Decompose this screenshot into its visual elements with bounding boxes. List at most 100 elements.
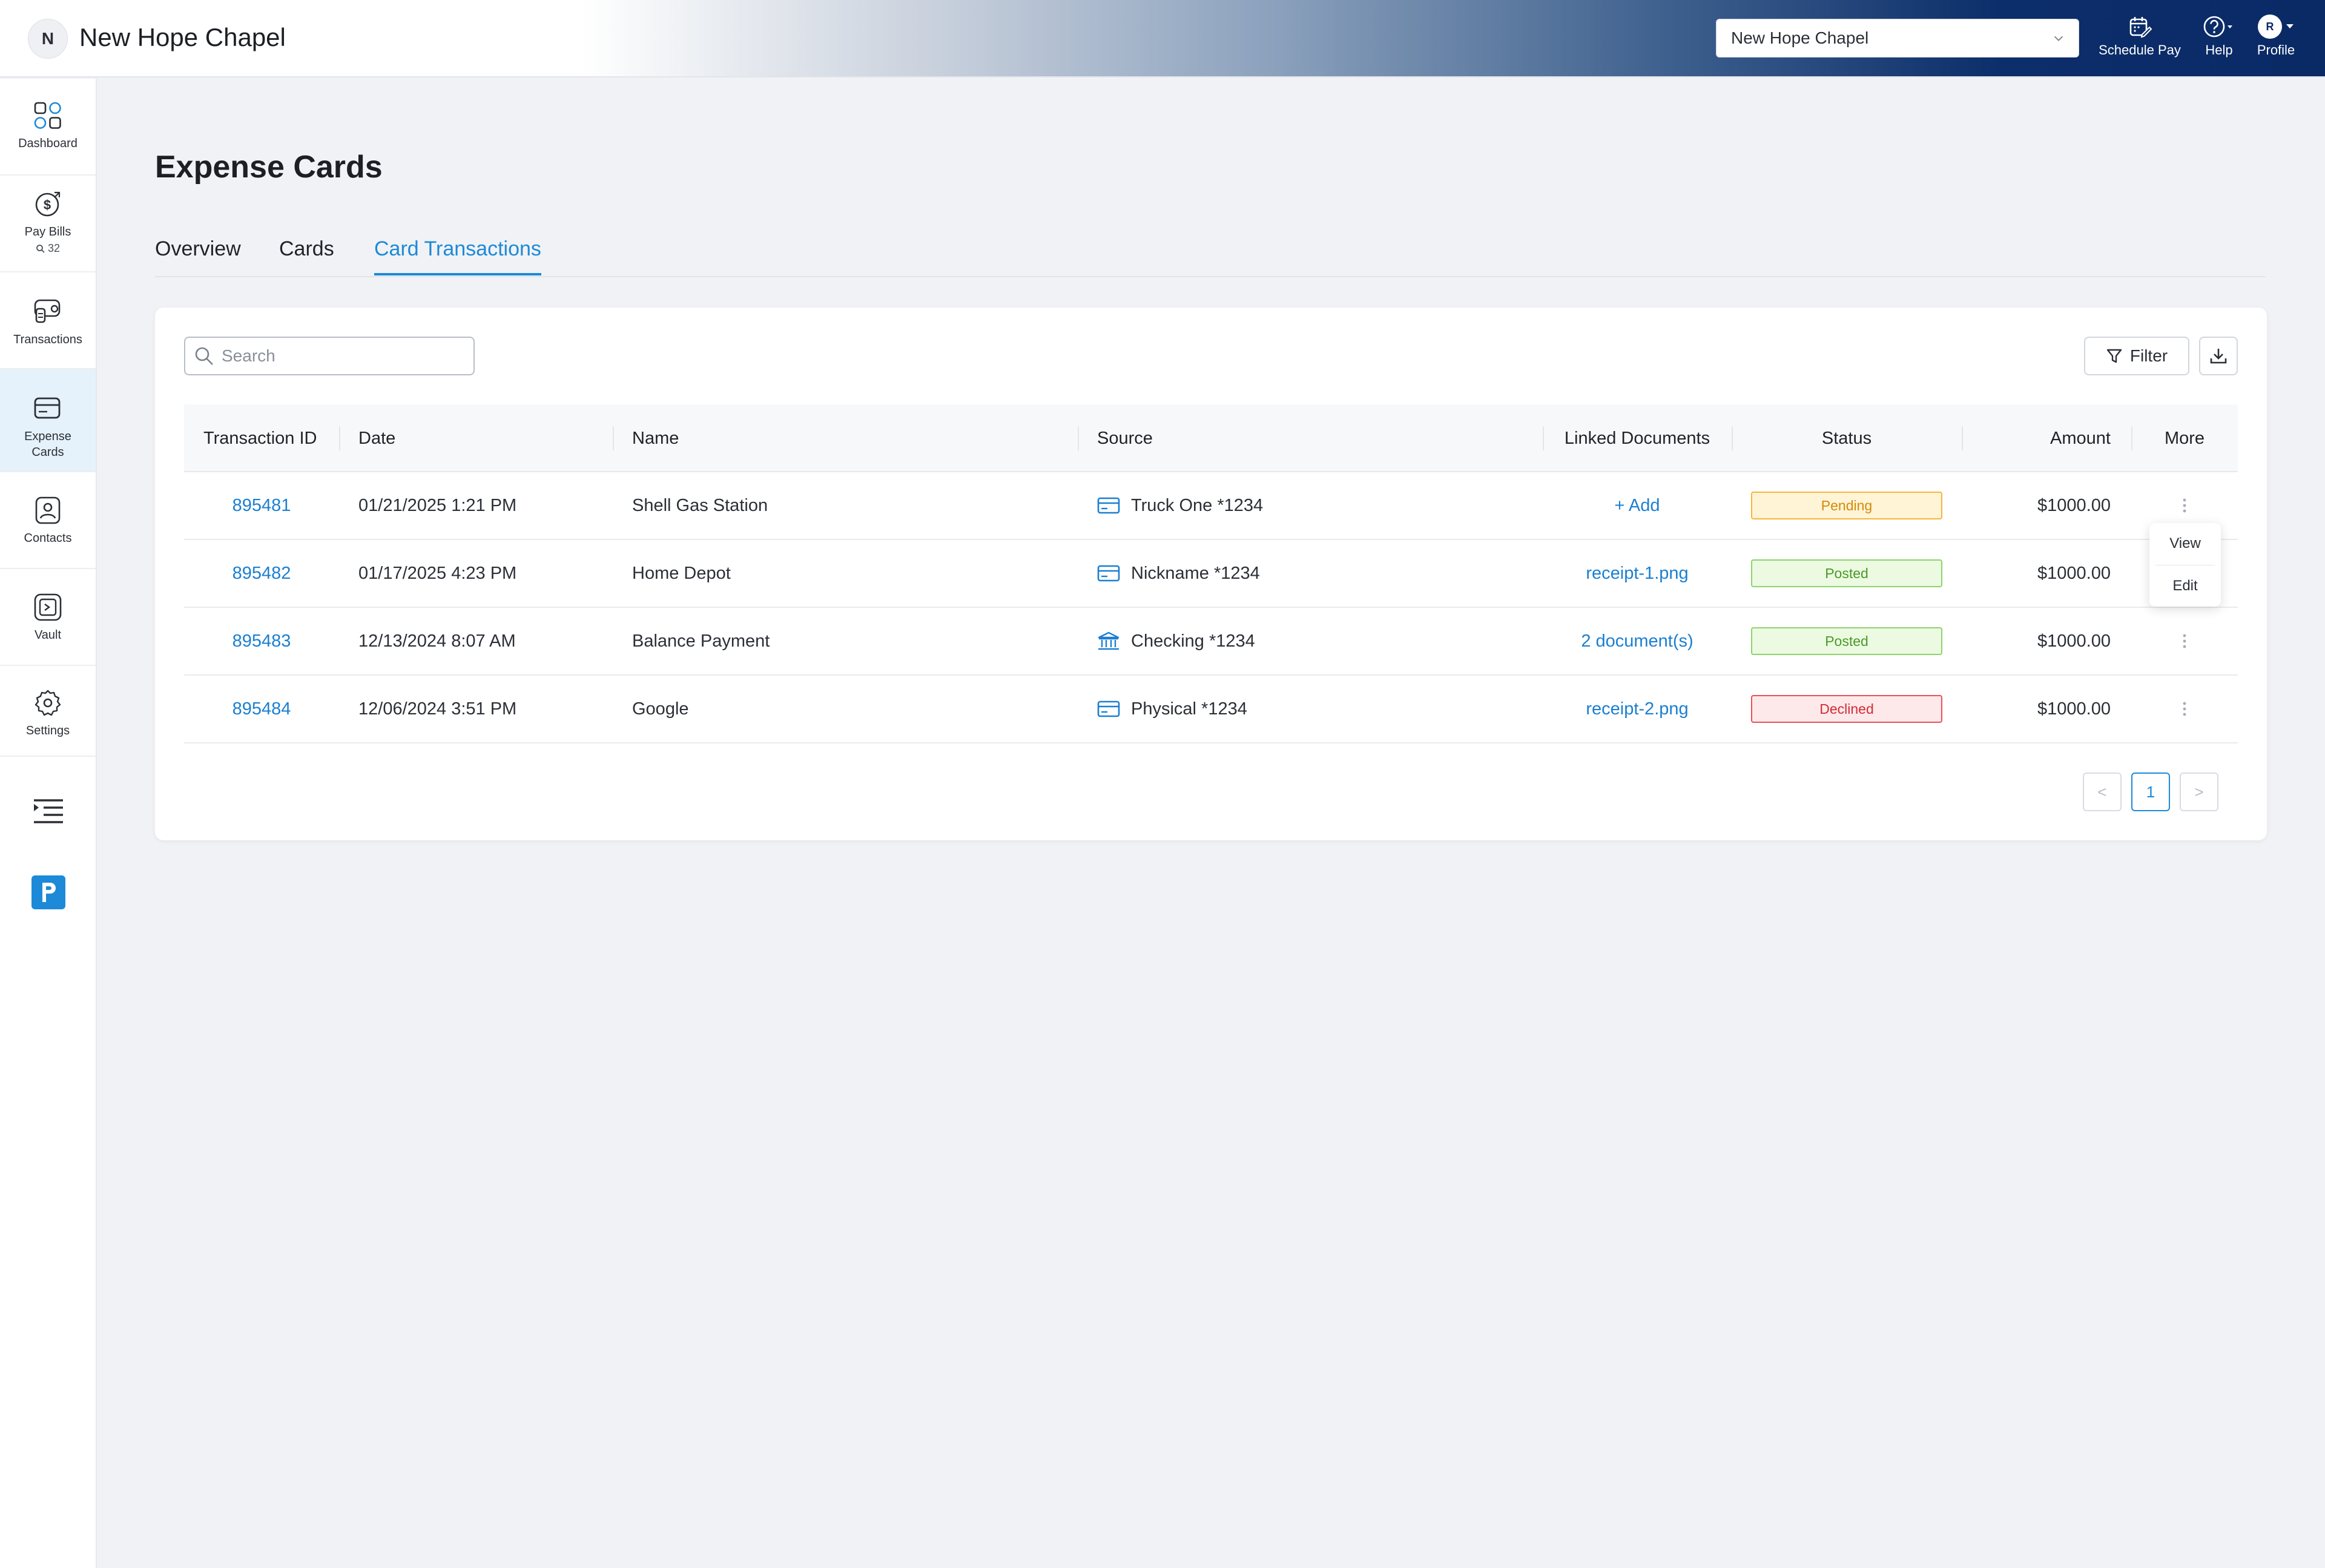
more-options-button[interactable] [2131,676,2238,742]
search-icon [195,347,213,365]
schedule-pay-button[interactable]: Schedule Pay [2097,15,2182,63]
table-row[interactable]: 895483 12/13/2024 8:07 AM Balance Paymen… [184,608,2238,676]
col-more: More [2164,428,2205,448]
transaction-id-link[interactable]: 895484 [232,699,291,719]
search-input[interactable] [222,346,464,366]
vault-icon [34,593,62,621]
tab-overview[interactable]: Overview [155,237,241,260]
status-badge: Declined [1751,695,1942,723]
sidebar-label-vault: Vault [34,628,62,642]
sidebar-item-transactions[interactable]: Transactions [0,272,96,369]
page-title: Expense Cards [155,150,383,185]
transaction-date: 01/21/2025 1:21 PM [358,495,517,515]
table-row[interactable]: 895482 01/17/2025 4:23 PM Home Depot Nic… [184,540,2238,608]
profile-button[interactable]: R Profile [2250,15,2302,63]
status-badge: Posted [1751,559,1942,587]
sidebar-label-pay-bills: Pay Bills [24,225,71,239]
kebab-menu-icon [2183,702,2186,716]
brand-p-icon [42,883,56,902]
download-icon [2210,349,2227,364]
transaction-amount: $1000.00 [2037,495,2111,515]
prev-page-button[interactable]: < [2083,772,2122,811]
transaction-source: Checking *1234 [1097,608,1255,674]
source-label: Checking *1234 [1131,631,1255,651]
card-source-icon [1097,700,1120,717]
search-small-icon [36,244,45,253]
source-label: Truck One *1234 [1131,495,1264,515]
sidebar: Dashboard $ Pay Bills 32 Transactions [0,79,97,1568]
sidebar-item-settings[interactable]: Settings [0,666,96,757]
sidebar-item-dashboard[interactable]: Dashboard [0,79,96,176]
sidebar-label-contacts: Contacts [24,532,72,545]
transaction-id-link[interactable]: 895482 [232,563,291,583]
tab-cards[interactable]: Cards [279,237,334,260]
card-source-icon [1097,497,1120,514]
tab-card-transactions[interactable]: Card Transactions [374,237,541,275]
profile-label: Profile [2257,42,2295,58]
pay-bills-count-badge: 32 [36,242,60,255]
table-row[interactable]: 895481 01/21/2025 1:21 PM Shell Gas Stat… [184,472,2238,540]
search-box[interactable] [184,337,475,375]
caret-down-icon [2286,24,2294,28]
table-row[interactable]: 895484 12/06/2024 3:51 PM Google Physica… [184,676,2238,743]
more-options-button[interactable] [2131,472,2238,539]
transaction-id-link[interactable]: 895483 [232,631,291,651]
page-1-button[interactable]: 1 [2131,772,2170,811]
filter-button[interactable]: Filter [2084,337,2189,375]
transaction-date: 12/13/2024 8:07 AM [358,631,516,651]
source-label: Nickname *1234 [1131,563,1260,583]
dashboard-grid-icon [34,102,61,129]
org-name: New Hope Chapel [79,23,286,51]
help-label: Help [2205,42,2233,58]
next-page-button[interactable]: > [2180,772,2218,811]
status-cell: Declined [1732,676,1962,742]
sidebar-label-expense-cards: Expense Cards [24,430,71,459]
add-document-link[interactable]: + Add [1614,495,1660,515]
transaction-amount: $1000.00 [2037,699,2111,719]
sidebar-item-expense-cards[interactable]: Expense Cards [0,369,96,472]
pay-bills-count: 32 [47,242,61,254]
gear-icon [35,690,61,716]
menu-indent-icon [34,799,63,823]
brand-logo-badge[interactable] [31,875,65,909]
sidebar-item-contacts[interactable]: Contacts [0,472,96,569]
transaction-name: Balance Payment [632,631,770,651]
org-avatar[interactable]: N [28,19,68,59]
filter-funnel-icon [2106,349,2122,363]
credit-card-icon [34,397,61,419]
chevron-down-icon [2054,36,2063,41]
col-transaction-id: Transaction ID [203,428,317,448]
transaction-source: Truck One *1234 [1097,472,1263,539]
col-name: Name [632,428,679,448]
menu-item-view[interactable]: View [2169,535,2201,552]
transactions-card: Filter Transaction ID Date Name Source L… [155,308,2267,840]
kebab-menu-icon [2183,634,2186,648]
org-select[interactable]: New Hope Chapel [1716,19,2079,58]
card-source-icon [1097,565,1120,582]
sidebar-label-transactions: Transactions [13,333,82,346]
sidebar-item-vault[interactable]: Vault [0,569,96,666]
org-select-value: New Hope Chapel [1731,28,1869,47]
kebab-menu-icon [2183,498,2186,513]
col-date: Date [358,428,396,448]
transaction-date: 01/17/2025 4:23 PM [358,563,517,583]
more-options-button[interactable] [2131,608,2238,674]
col-amount: Amount [2050,428,2111,448]
help-button[interactable]: Help [2198,15,2240,63]
col-linked-documents: Linked Documents [1564,428,1710,448]
transaction-name: Home Depot [632,563,731,583]
menu-item-edit[interactable]: Edit [2172,578,2198,594]
document-link[interactable]: receipt-2.png [1586,699,1689,719]
documents-link[interactable]: 2 document(s) [1581,631,1693,651]
document-link[interactable]: receipt-1.png [1586,563,1689,583]
tab-bar: Overview Cards Card Transactions [155,235,2266,277]
transaction-id-link[interactable]: 895481 [232,495,291,515]
transactions-icon [34,299,61,323]
download-button[interactable] [2199,337,2238,375]
source-label: Physical *1234 [1131,699,1247,719]
transaction-amount: $1000.00 [2037,563,2111,583]
transaction-source: Physical *1234 [1097,676,1247,742]
profile-avatar: R [2258,15,2282,39]
sidebar-item-pay-bills[interactable]: $ Pay Bills 32 [0,176,96,272]
sidebar-toggle-button[interactable] [31,798,65,825]
